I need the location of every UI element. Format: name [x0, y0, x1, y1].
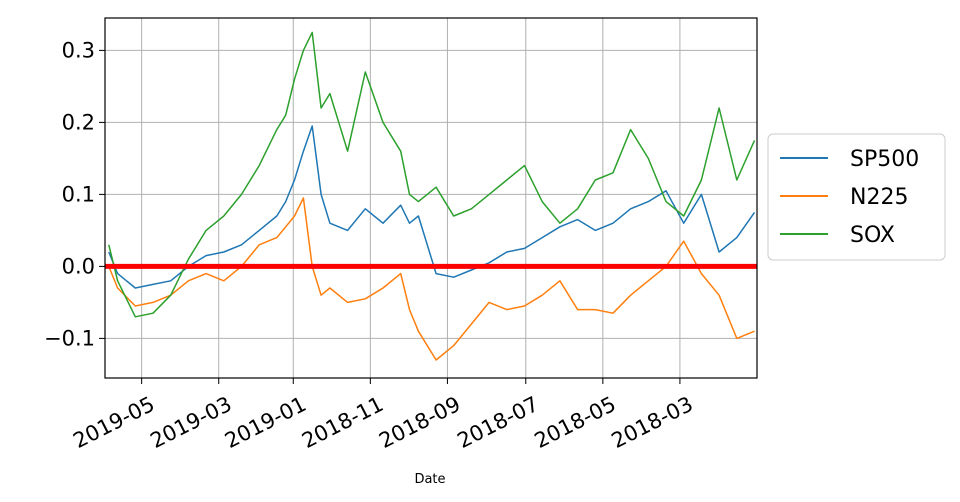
- y-tick-label: 0.0: [62, 254, 95, 278]
- series-layer: [105, 31, 757, 361]
- series-line-sp500: [108, 125, 756, 289]
- series-line-sox: [108, 31, 756, 318]
- x-tick-label: 2018-03: [608, 392, 697, 453]
- series-line-n225: [108, 197, 755, 361]
- x-tick-label: 2019-05: [69, 392, 158, 453]
- legend-label: N225: [850, 185, 908, 210]
- y-tick-label: −0.1: [44, 326, 95, 350]
- y-tick-label: 0.2: [62, 110, 95, 134]
- legend-label: SP500: [850, 147, 919, 172]
- y-tick-label: 0.1: [62, 182, 95, 206]
- legend-label: SOX: [850, 223, 895, 248]
- x-tick-label: 2018-11: [298, 392, 387, 453]
- x-tick-label: 2018-09: [375, 392, 464, 453]
- legend-box: [767, 133, 946, 261]
- legend: SP500 N225 SOX: [767, 133, 946, 261]
- y-tick-label: 0.3: [62, 38, 95, 62]
- x-tick-label: 2019-03: [146, 392, 235, 453]
- x-axis: 2019-052019-032019-012018-112018-092018-…: [69, 378, 697, 453]
- x-axis-title: Date: [414, 472, 445, 487]
- x-tick-label: 2018-05: [531, 392, 620, 453]
- grid: [105, 18, 757, 378]
- x-tick-label: 2019-01: [221, 392, 310, 453]
- x-tick-label: 2018-07: [454, 392, 543, 453]
- y-axis: −0.1 0.0 0.1 0.2 0.3: [44, 38, 105, 350]
- plot-frame: [104, 17, 758, 379]
